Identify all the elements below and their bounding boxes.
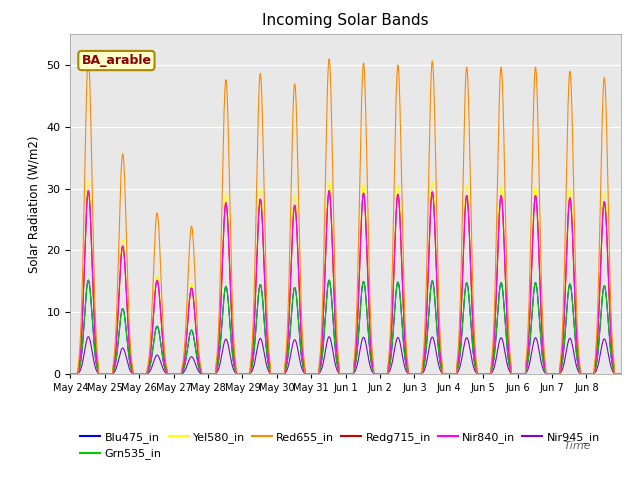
Blu475_in <box>209 372 217 377</box>
Nir945_in <box>84 334 92 340</box>
Line: Red655_in: Red655_in <box>70 59 621 374</box>
Yel580_in <box>480 372 488 377</box>
Yel580_in <box>86 192 93 197</box>
Yel580_in <box>236 372 243 377</box>
Grn535_in <box>480 372 488 377</box>
Yel580_in <box>617 372 625 377</box>
Blu475_in <box>617 372 625 377</box>
Grn535_in <box>209 372 217 377</box>
Red655_in <box>86 78 93 84</box>
Blu475_in <box>67 372 74 377</box>
Grn535_in <box>236 372 243 377</box>
Redg715_in <box>84 188 92 193</box>
Red655_in <box>67 372 74 377</box>
Redg715_in <box>617 372 625 377</box>
Nir945_in <box>86 336 93 342</box>
Nir945_in <box>209 372 217 377</box>
Nir840_in <box>86 201 93 206</box>
Grn535_in <box>84 277 92 283</box>
Red655_in <box>209 372 217 377</box>
Grn535_in <box>67 372 74 377</box>
Grn535_in <box>617 372 625 377</box>
Text: Time: Time <box>563 441 591 451</box>
Redg715_in <box>86 201 93 206</box>
Red655_in <box>314 372 321 377</box>
Y-axis label: Solar Radiation (W/m2): Solar Radiation (W/m2) <box>28 135 41 273</box>
Red655_in <box>480 372 488 377</box>
Line: Yel580_in: Yel580_in <box>70 181 621 374</box>
Red655_in <box>236 372 243 377</box>
Redg715_in <box>314 372 321 377</box>
Redg715_in <box>67 372 74 377</box>
Nir840_in <box>314 372 321 377</box>
Nir840_in <box>547 372 554 377</box>
Grn535_in <box>314 372 321 377</box>
Nir945_in <box>617 372 625 377</box>
Red655_in <box>547 372 554 377</box>
Line: Nir945_in: Nir945_in <box>70 337 621 374</box>
Blu475_in <box>314 372 321 377</box>
Title: Incoming Solar Bands: Incoming Solar Bands <box>262 13 429 28</box>
Redg715_in <box>547 372 554 377</box>
Redg715_in <box>236 372 243 377</box>
Blu475_in <box>86 284 93 289</box>
Nir945_in <box>67 372 74 377</box>
Yel580_in <box>209 372 217 377</box>
Grn535_in <box>86 284 93 289</box>
Nir840_in <box>209 372 217 377</box>
Yel580_in <box>84 179 92 184</box>
Nir945_in <box>547 372 554 377</box>
Nir840_in <box>236 372 243 377</box>
Nir840_in <box>84 188 92 193</box>
Yel580_in <box>314 372 321 377</box>
Line: Blu475_in: Blu475_in <box>70 280 621 374</box>
Yel580_in <box>547 372 554 377</box>
Nir840_in <box>67 372 74 377</box>
Grn535_in <box>547 372 554 377</box>
Blu475_in <box>236 372 243 377</box>
Redg715_in <box>480 372 488 377</box>
Line: Nir840_in: Nir840_in <box>70 191 621 374</box>
Red655_in <box>617 372 625 377</box>
Nir945_in <box>314 372 321 377</box>
Blu475_in <box>480 372 488 377</box>
Line: Redg715_in: Redg715_in <box>70 191 621 374</box>
Legend: Blu475_in, Grn535_in, Yel580_in, Red655_in, Redg715_in, Nir840_in, Nir945_in: Blu475_in, Grn535_in, Yel580_in, Red655_… <box>76 428 604 464</box>
Yel580_in <box>67 372 74 377</box>
Nir945_in <box>480 372 488 377</box>
Nir840_in <box>480 372 488 377</box>
Blu475_in <box>547 372 554 377</box>
Nir945_in <box>236 372 243 377</box>
Text: BA_arable: BA_arable <box>81 54 152 67</box>
Redg715_in <box>209 372 217 377</box>
Line: Grn535_in: Grn535_in <box>70 280 621 374</box>
Blu475_in <box>84 277 92 283</box>
Nir840_in <box>617 372 625 377</box>
Red655_in <box>84 56 92 62</box>
